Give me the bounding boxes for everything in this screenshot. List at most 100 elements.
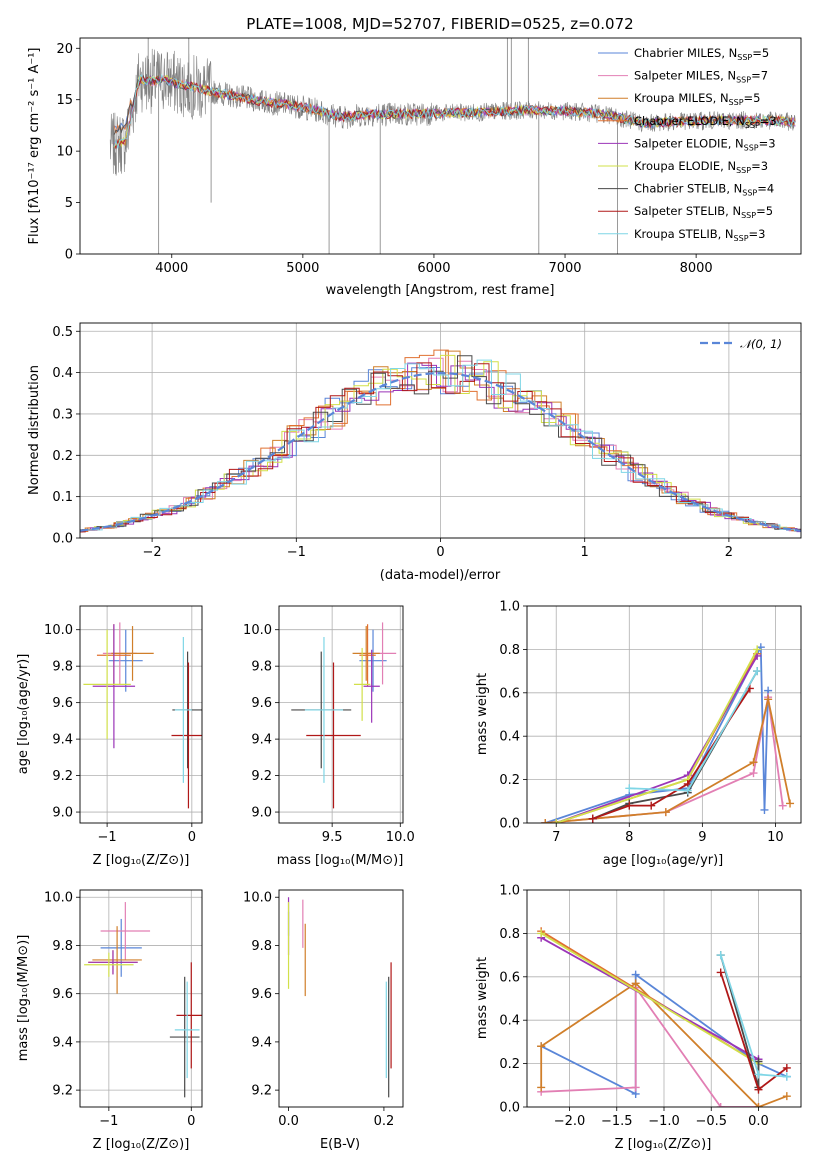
spectrum-xtick-label: 4000 — [155, 261, 188, 276]
normal-curve — [80, 371, 801, 532]
histogram-ytick-label: 0.1 — [52, 490, 73, 505]
p8-xtick-label: −1.0 — [648, 1114, 680, 1129]
legend-label-main: Chabrier ELODIE, N — [634, 114, 745, 128]
p8-xtick-label: −2.0 — [554, 1114, 586, 1129]
histogram-ytick-label: 0.0 — [52, 532, 73, 547]
p7-ytick-label: 9.4 — [251, 1035, 272, 1050]
p7-ytick-label: 9.2 — [251, 1084, 272, 1099]
p5-marker-salpeter_stelib — [625, 801, 634, 810]
p8-series-kroupa_stelib — [719, 954, 787, 1078]
p5-marker-kroupa_miles — [749, 758, 758, 767]
p6-xlabel: Z [log₁₀(Z/Z⊙)] — [93, 1137, 190, 1152]
p4-ytick-label: 9.8 — [251, 660, 272, 675]
p5-marker-kroupa_miles — [661, 808, 670, 817]
mass-vs-extinction-panel: 0.0 0.2 9.2 9.4 9.6 9.8 10.0 E(B-V) — [243, 889, 404, 1152]
legend-label-sub: SSP — [742, 189, 757, 198]
p6-ytick-label: 10.0 — [44, 891, 73, 906]
histogram-xlabel: (data-model)/error — [380, 568, 501, 583]
p8-marker-kroupa_miles — [537, 1083, 546, 1092]
legend-label-sub: SSP — [745, 121, 760, 130]
p5-series-salpeter_miles — [545, 696, 784, 823]
legend-label-tail: =3 — [749, 227, 766, 241]
legend-label-tail: =3 — [759, 136, 776, 150]
p8-marker-salpeter_miles — [631, 1083, 640, 1092]
legend-label-main: Salpeter ELODIE, N — [634, 136, 744, 150]
p8-marker-salpeter_stelib — [716, 968, 725, 977]
legend-label-main: Chabrier STELIB, N — [634, 182, 742, 196]
histogram-xtick-label: −2 — [143, 545, 162, 560]
p5-marker-kroupa_miles — [541, 819, 550, 823]
spectrum-xtick-label: 8000 — [680, 261, 713, 276]
p8-series-kroupa_elodie — [540, 932, 759, 1065]
p8-marker-kroupa_stelib — [754, 1070, 763, 1079]
histogram-step-kroupa_stelib — [80, 359, 801, 532]
legend-label-salpeter_stelib: Salpeter STELIB, NSSP=5 — [634, 204, 773, 220]
histogram-ytick-label: 0.3 — [52, 407, 73, 422]
p5-marker-salpeter_stelib — [647, 801, 656, 810]
p5-ytick-label: 0.6 — [499, 686, 520, 701]
p6-ylabel: mass [log₁₀(M/M⊙)] — [16, 935, 31, 1062]
p5-marker-kroupa_miles — [786, 799, 795, 808]
histogram-bars — [80, 349, 801, 533]
p8-ytick-label: 0.0 — [499, 1101, 520, 1116]
p7-axes-frame — [278, 889, 404, 1108]
legend-label-tail: =3 — [751, 159, 768, 173]
legend-label-sub: SSP — [729, 98, 744, 107]
p8-marker-salpeter_stelib — [782, 1063, 791, 1072]
p5-marker-kroupa_elodie — [552, 819, 561, 823]
mass-weight-vs-age-panel: 7 8 9 10 0.0 0.2 0.4 0.6 0.8 1.0 age [log₁₀(age/y… — [475, 600, 802, 868]
p5-xtick-label: 9 — [698, 830, 706, 845]
p3-errorbars — [83, 622, 202, 809]
histogram-ytick-label: 0.2 — [52, 449, 73, 464]
p7-ytick-label: 10.0 — [243, 891, 272, 906]
model-line-kroupa_stelib — [113, 73, 796, 149]
p5-marker-salpeter_miles — [778, 801, 787, 810]
legend-label-sub: SSP — [736, 166, 751, 175]
residual-histogram-panel: −2 −1 0 1 2 0.0 0.1 0.2 0.3 0.4 0.5 𝒩(0, 1) (data-m… — [27, 322, 802, 583]
p8-xlabel: Z [log₁₀(Z/Z⊙)] — [615, 1137, 712, 1152]
legend-label-sub: SSP — [741, 211, 756, 220]
p8-marker-kroupa_miles — [754, 1103, 763, 1107]
p8-marker-salpeter_miles — [716, 1103, 725, 1107]
legend-label-kroupa_stelib: Kroupa STELIB, NSSP=3 — [634, 227, 765, 243]
p5-marker-kroupa_miles — [764, 695, 773, 704]
p8-ytick-label: 0.4 — [499, 1014, 520, 1029]
spectrum-ylabel: Flux [fλ10⁻¹⁷ erg cm⁻² s⁻¹ A⁻¹] — [27, 48, 42, 245]
spectrum-ytick-label: 5 — [65, 196, 73, 211]
p8-ytick-label: 0.6 — [499, 970, 520, 985]
legend-label-main: Salpeter MILES, N — [634, 69, 736, 83]
p4-ytick-label: 9.6 — [251, 696, 272, 711]
p5-xtick-label: 7 — [552, 830, 560, 845]
mass-weight-vs-metallicity-panel: −2.0 −1.5 −1.0 −0.5 0.0 0.0 0.2 0.4 0.6 0.8 1.0 Z … — [475, 884, 802, 1152]
spectrum-xtick-label: 7000 — [548, 261, 581, 276]
legend-label-sub: SSP — [736, 76, 751, 85]
p5-ytick-label: 0.0 — [499, 817, 520, 832]
p4-ytick-label: 10.0 — [243, 623, 272, 638]
p5-marker-kroupa_stelib — [683, 786, 692, 795]
p6-ytick-label: 9.4 — [52, 1035, 73, 1050]
age-vs-metallicity-panel: −1 0 9.0 9.2 9.4 9.6 9.8 10.0 Z [log₁₀(Z/Z⊙)] a… — [16, 605, 203, 868]
p8-marker-chabrier_miles — [631, 970, 640, 979]
p5-series-chabrier_miles — [545, 646, 769, 823]
legend-label-sub: SSP — [734, 234, 749, 243]
histogram-step-salpeter_stelib — [80, 362, 801, 533]
p5-marker-chabrier_miles — [760, 805, 769, 814]
legend-label-chabrier_stelib: Chabrier STELIB, NSSP=4 — [634, 182, 774, 198]
p3-ytick-label: 9.2 — [52, 769, 73, 784]
p3-ytick-label: 9.6 — [52, 696, 73, 711]
legend-label-chabrier_elodie: Chabrier ELODIE, NSSP=3 — [634, 114, 777, 130]
p5-axes-frame — [526, 605, 802, 824]
legend-label-main: Chabrier MILES, N — [634, 46, 737, 60]
legend-label-main: Kroupa ELODIE, N — [634, 159, 736, 173]
p5-marker-kroupa_stelib — [753, 667, 762, 676]
p6-axes-frame — [79, 889, 203, 1108]
spectrum-ytick-label: 10 — [56, 145, 73, 160]
p8-marker-chabrier_stelib — [754, 1057, 763, 1066]
p5-ylabel: mass weight — [475, 673, 490, 755]
p8-ytick-label: 1.0 — [499, 884, 520, 899]
p8-axes-frame — [526, 889, 802, 1108]
p7-errorbars — [287, 897, 392, 1098]
p3-ytick-label: 10.0 — [44, 623, 73, 638]
p5-ytick-label: 0.8 — [499, 643, 520, 658]
